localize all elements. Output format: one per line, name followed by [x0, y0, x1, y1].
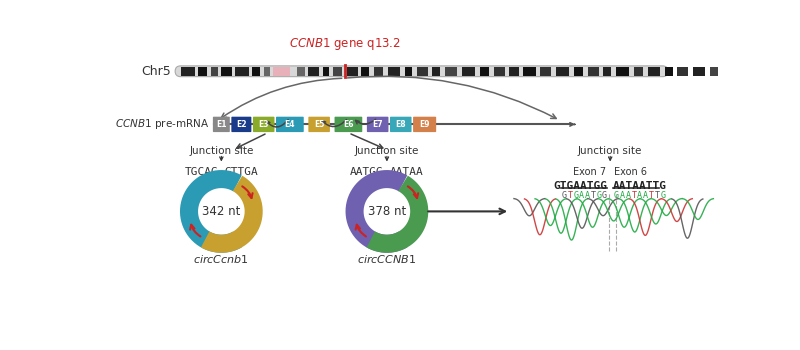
- Text: AATAATTG: AATAATTG: [614, 181, 667, 191]
- FancyBboxPatch shape: [276, 117, 304, 132]
- Text: E5: E5: [314, 120, 324, 129]
- Text: T: T: [649, 191, 654, 199]
- Text: Junction site: Junction site: [189, 146, 254, 156]
- Text: E9: E9: [419, 120, 430, 129]
- Text: A: A: [620, 191, 625, 199]
- Text: T: T: [631, 191, 636, 199]
- Bar: [362, 66, 369, 76]
- Text: A: A: [637, 191, 642, 199]
- Text: E1: E1: [216, 120, 226, 129]
- Text: Exon 6: Exon 6: [614, 167, 647, 177]
- Text: A: A: [626, 191, 630, 199]
- Text: $\it{circCCNB1}$: $\it{circCCNB1}$: [358, 253, 417, 265]
- Bar: [523, 66, 535, 76]
- Text: 378 nt: 378 nt: [368, 205, 406, 218]
- Bar: [182, 66, 195, 76]
- Text: $\it{circCcnb1}$: $\it{circCcnb1}$: [194, 253, 250, 265]
- Bar: [308, 66, 319, 76]
- Bar: [222, 66, 232, 76]
- Bar: [665, 66, 673, 76]
- Bar: [588, 66, 598, 76]
- Bar: [388, 66, 400, 76]
- Bar: [347, 66, 358, 76]
- Text: AATGG: AATGG: [350, 167, 384, 177]
- Bar: [210, 66, 218, 76]
- Bar: [235, 66, 249, 76]
- Text: GTTGA: GTTGA: [225, 167, 258, 177]
- Text: Junction site: Junction site: [354, 146, 419, 156]
- Bar: [273, 66, 290, 76]
- Bar: [264, 66, 270, 76]
- Bar: [710, 66, 718, 76]
- FancyBboxPatch shape: [175, 66, 668, 77]
- Text: T: T: [567, 191, 573, 199]
- Text: 342 nt: 342 nt: [202, 205, 241, 218]
- FancyBboxPatch shape: [367, 117, 389, 132]
- FancyBboxPatch shape: [413, 117, 436, 132]
- Text: T: T: [590, 191, 595, 199]
- Bar: [374, 66, 383, 76]
- FancyBboxPatch shape: [308, 117, 330, 132]
- FancyBboxPatch shape: [390, 117, 411, 132]
- Bar: [555, 66, 570, 76]
- FancyBboxPatch shape: [231, 117, 251, 132]
- Bar: [462, 66, 475, 76]
- Text: G: G: [574, 191, 578, 199]
- Text: A: A: [585, 191, 590, 199]
- Bar: [510, 66, 518, 76]
- Text: $\it{CCNB1}$ pre-mRNA: $\it{CCNB1}$ pre-mRNA: [115, 117, 209, 131]
- Bar: [494, 66, 505, 76]
- Bar: [297, 66, 305, 76]
- Text: Exon 7: Exon 7: [574, 167, 606, 177]
- Bar: [417, 66, 428, 76]
- Text: Chr5: Chr5: [141, 65, 170, 78]
- Text: E6: E6: [343, 120, 354, 129]
- Text: Junction site: Junction site: [578, 146, 642, 156]
- Text: $\it{CCNB1}$ gene q13.2: $\it{CCNB1}$ gene q13.2: [289, 36, 400, 52]
- FancyBboxPatch shape: [253, 117, 274, 132]
- Text: TGCAG: TGCAG: [185, 167, 218, 177]
- Text: A: A: [643, 191, 648, 199]
- Bar: [574, 66, 583, 76]
- Bar: [693, 66, 705, 76]
- Text: E2: E2: [236, 120, 246, 129]
- Text: A: A: [579, 191, 584, 199]
- Bar: [677, 66, 688, 76]
- Bar: [445, 66, 457, 76]
- Text: GTGAATGG: GTGAATGG: [553, 181, 607, 191]
- Text: E4: E4: [285, 120, 295, 129]
- Bar: [615, 66, 630, 76]
- Text: G: G: [614, 191, 619, 199]
- Text: E3: E3: [258, 120, 269, 129]
- Bar: [333, 66, 342, 76]
- Text: T: T: [654, 191, 659, 199]
- Bar: [634, 66, 643, 76]
- Bar: [323, 66, 329, 76]
- Text: G: G: [602, 191, 607, 199]
- FancyBboxPatch shape: [213, 117, 230, 132]
- Text: AATAA: AATAA: [390, 167, 424, 177]
- Bar: [540, 66, 551, 76]
- Bar: [405, 66, 412, 76]
- Bar: [432, 66, 440, 76]
- Bar: [480, 66, 490, 76]
- Text: E8: E8: [395, 120, 406, 129]
- Text: E7: E7: [372, 120, 383, 129]
- Text: G: G: [596, 191, 602, 199]
- Text: G: G: [562, 191, 566, 199]
- Bar: [198, 66, 207, 76]
- Text: G: G: [660, 191, 666, 199]
- Bar: [648, 66, 660, 76]
- FancyBboxPatch shape: [334, 117, 362, 132]
- Bar: [252, 66, 260, 76]
- Bar: [603, 66, 611, 76]
